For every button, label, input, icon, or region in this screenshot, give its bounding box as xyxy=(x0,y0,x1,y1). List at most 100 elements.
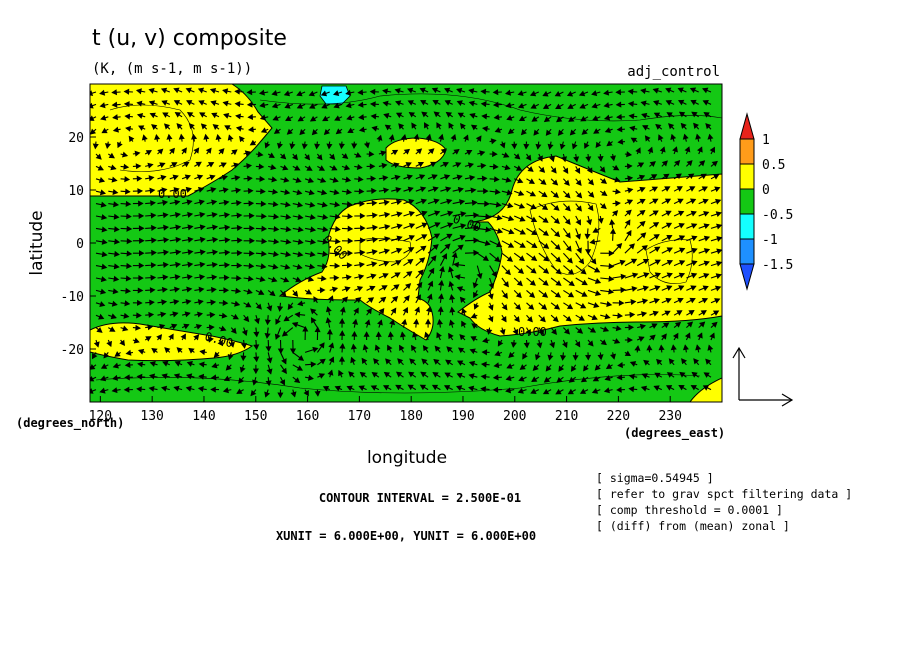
wind-vector-head xyxy=(338,356,346,362)
wind-vector-head xyxy=(284,189,291,196)
wind-vector-head xyxy=(703,272,710,279)
wind-vector-head xyxy=(308,90,315,97)
wind-vector-head xyxy=(346,188,353,195)
wind-vector-head xyxy=(135,163,142,170)
wind-vector-head xyxy=(642,259,650,265)
wind-vector-head xyxy=(333,189,340,196)
wind-vector-head xyxy=(186,100,193,106)
wind-vector-head xyxy=(542,103,550,109)
wind-vector-head xyxy=(106,340,112,348)
wind-vector-head xyxy=(285,251,292,258)
wind-vector-head xyxy=(714,298,721,304)
wind-vector-head xyxy=(555,388,562,395)
wind-vector-head xyxy=(526,316,533,323)
wind-vector-head xyxy=(200,123,207,130)
wind-vector-head xyxy=(384,211,391,218)
wind-vector-head xyxy=(419,174,426,180)
wind-vector-head xyxy=(434,210,441,217)
wind-vector-head xyxy=(187,261,194,268)
wind-vector-head xyxy=(368,151,375,158)
wind-vector-head xyxy=(286,128,293,135)
wind-vector-head xyxy=(515,165,523,171)
wind-vector-head xyxy=(700,173,707,180)
wind-vector-head xyxy=(312,346,319,353)
wind-vector-head xyxy=(209,87,217,94)
wind-vector-head xyxy=(270,164,277,171)
warm-region-northwest xyxy=(90,84,273,197)
wind-vector-head xyxy=(530,203,537,210)
wind-vector-head xyxy=(299,129,306,136)
wind-vector-head xyxy=(297,201,304,208)
wind-vector-head xyxy=(585,249,592,255)
wind-vector-head xyxy=(448,332,454,340)
wind-vector-head xyxy=(197,186,205,193)
wind-vector-head xyxy=(444,87,451,94)
wind-vector-head xyxy=(707,344,714,351)
wind-vector-head xyxy=(136,312,142,319)
wind-vector-head xyxy=(678,223,685,229)
wind-vector-head xyxy=(359,261,365,268)
wind-vector-head xyxy=(581,291,588,297)
wind-vector-head xyxy=(517,90,524,97)
wind-vector-head xyxy=(339,318,346,324)
wind-vector-head xyxy=(470,124,478,131)
wind-vector-head xyxy=(505,176,512,183)
wind-vector-head xyxy=(363,331,370,337)
wind-vector-head xyxy=(212,124,219,130)
wind-vector-head xyxy=(224,237,231,244)
wind-vector-head xyxy=(358,126,365,133)
wind-vector-head xyxy=(654,285,661,292)
wind-vector-head xyxy=(351,143,358,150)
wind-vector-head xyxy=(532,364,539,371)
wind-vector-head xyxy=(408,198,415,205)
wind-vector-head xyxy=(322,385,330,392)
wind-vector-head xyxy=(473,224,480,231)
wind-vector-head xyxy=(593,302,600,308)
wind-vector-head xyxy=(510,342,517,348)
wind-vector-head xyxy=(420,100,427,106)
y-tick-label: 0 xyxy=(76,237,84,252)
wind-vector-head xyxy=(480,162,487,170)
wind-vector-head xyxy=(691,371,698,378)
wind-vector-head xyxy=(703,372,710,378)
wind-vector-head xyxy=(668,358,675,365)
wind-vector-head xyxy=(342,296,349,303)
wind-vector-head xyxy=(199,224,206,231)
wind-vector-head xyxy=(235,125,242,132)
wind-vector-head xyxy=(160,87,168,94)
wind-vector-head xyxy=(628,324,635,331)
wind-vector-head xyxy=(487,316,494,323)
wind-vector-head xyxy=(576,327,584,334)
wind-vector-head xyxy=(90,364,96,370)
wind-vector-head xyxy=(161,286,168,293)
wind-vector-head xyxy=(454,274,461,281)
wind-vector-head xyxy=(616,126,623,133)
wind-vector-head xyxy=(543,116,551,123)
wind-vector-head xyxy=(149,112,156,119)
x-axis-label: longitude xyxy=(367,448,447,468)
wind-vector-head xyxy=(600,178,608,184)
wind-vector-head xyxy=(101,214,108,221)
wind-vector-head xyxy=(625,209,632,216)
wind-vector-head xyxy=(665,210,672,217)
wind-vector-head xyxy=(545,129,552,136)
wind-vector-head xyxy=(433,233,441,239)
wind-vector-head xyxy=(138,262,145,269)
wind-vector-head xyxy=(173,87,180,94)
wind-vector-head xyxy=(481,175,488,182)
wind-vector-head xyxy=(467,162,474,169)
wind-vector-head xyxy=(335,226,341,233)
wind-vector-head xyxy=(186,199,193,206)
wind-vector-head xyxy=(113,201,120,208)
wind-vector-head xyxy=(630,258,638,265)
wind-vector-head xyxy=(438,293,444,300)
wind-vector-head xyxy=(90,388,94,394)
wind-vector-head xyxy=(396,211,403,218)
wind-vector-head xyxy=(463,134,469,141)
wind-vector-head xyxy=(309,201,316,208)
wind-vector-head xyxy=(195,323,203,330)
wind-vector-head xyxy=(162,112,169,118)
wind-vector-head xyxy=(616,386,622,393)
wind-vector-head xyxy=(600,203,607,210)
wind-vector-head xyxy=(574,167,581,175)
